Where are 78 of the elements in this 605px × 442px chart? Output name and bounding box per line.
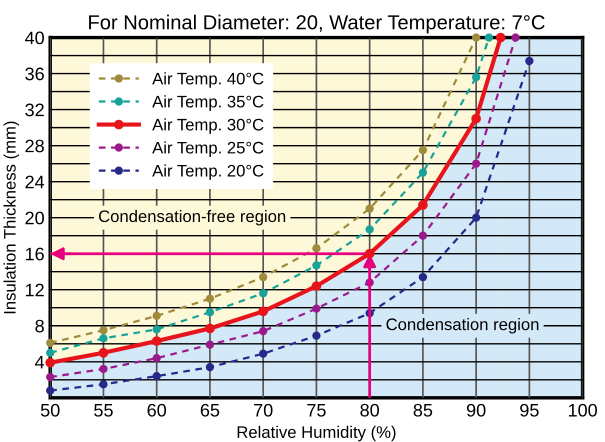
point <box>418 200 428 210</box>
point <box>484 33 494 42</box>
point <box>46 348 54 357</box>
legend-label: Air Temp. 40°C <box>152 72 264 88</box>
point <box>365 225 374 234</box>
x-tick-label: 80 <box>360 404 379 417</box>
point <box>206 294 214 303</box>
chart-title: For Nominal Diameter: 20, Water Temperature: 7°C <box>89 14 545 34</box>
point <box>312 261 321 270</box>
annotation: Condensation-free region <box>98 210 286 226</box>
x-tick-label: 65 <box>200 404 220 417</box>
point <box>418 146 428 154</box>
point <box>259 272 268 282</box>
point <box>99 326 108 334</box>
legend-label: Air Temp. 30°C <box>152 118 264 134</box>
y-axis-title: Insulation Thickness (mm) <box>3 122 20 314</box>
x-tick-label: 55 <box>94 404 113 417</box>
x-tick-label: 75 <box>307 404 326 417</box>
point <box>472 73 480 82</box>
x-tick-label: 100 <box>568 404 597 417</box>
point <box>152 336 162 346</box>
y-tick-label: 4 <box>35 356 44 368</box>
point <box>472 159 480 168</box>
y-tick-label: 40 <box>24 32 44 44</box>
x-tick-label: 95 <box>520 404 539 417</box>
point <box>205 324 215 334</box>
point <box>525 56 534 66</box>
point <box>259 326 268 336</box>
point <box>152 325 161 334</box>
point <box>46 338 54 348</box>
x-tick-label: 70 <box>254 404 273 417</box>
point <box>312 331 321 340</box>
y-tick-label: 16 <box>26 248 44 260</box>
point <box>496 32 506 42</box>
point <box>46 372 54 382</box>
point <box>206 340 214 349</box>
point <box>152 372 161 380</box>
point <box>472 33 480 42</box>
point <box>312 304 321 313</box>
legend-label: Air Temp. 20°C <box>152 164 264 180</box>
y-tick-label: 8 <box>35 320 44 332</box>
point <box>364 248 375 259</box>
y-tick-label: 32 <box>25 104 44 116</box>
point <box>472 214 480 222</box>
point <box>45 358 56 368</box>
point <box>99 364 108 374</box>
point <box>206 363 214 372</box>
point <box>99 334 108 343</box>
x-tick-label: 85 <box>414 404 432 417</box>
legend-label: Air Temp. 35°C <box>152 95 264 111</box>
point <box>152 312 161 320</box>
y-tick-label: 28 <box>25 140 44 152</box>
point <box>258 306 268 316</box>
point <box>312 244 321 252</box>
point <box>46 386 54 395</box>
point <box>259 350 268 358</box>
point <box>312 281 322 291</box>
point <box>511 33 520 42</box>
x-tick-label: 60 <box>148 404 166 417</box>
x-tick-label: 50 <box>40 404 60 417</box>
x-tick-label: 90 <box>466 404 486 417</box>
point <box>152 354 161 362</box>
point <box>471 114 481 124</box>
point <box>259 289 268 298</box>
point <box>99 380 108 388</box>
y-tick-label: 24 <box>25 176 44 188</box>
point <box>418 272 428 282</box>
point <box>418 168 428 177</box>
y-tick-label: 20 <box>25 212 44 224</box>
legend-label: Air Temp. 25°C <box>152 141 264 157</box>
y-tick-label: 12 <box>26 284 44 296</box>
y-tick-label: 36 <box>25 68 44 80</box>
x-axis-title: Relative Humidity (%) <box>238 426 396 442</box>
point <box>365 204 374 213</box>
annotation: Condensation region <box>386 318 538 334</box>
point <box>206 308 214 316</box>
point <box>98 348 108 358</box>
point <box>418 232 428 240</box>
